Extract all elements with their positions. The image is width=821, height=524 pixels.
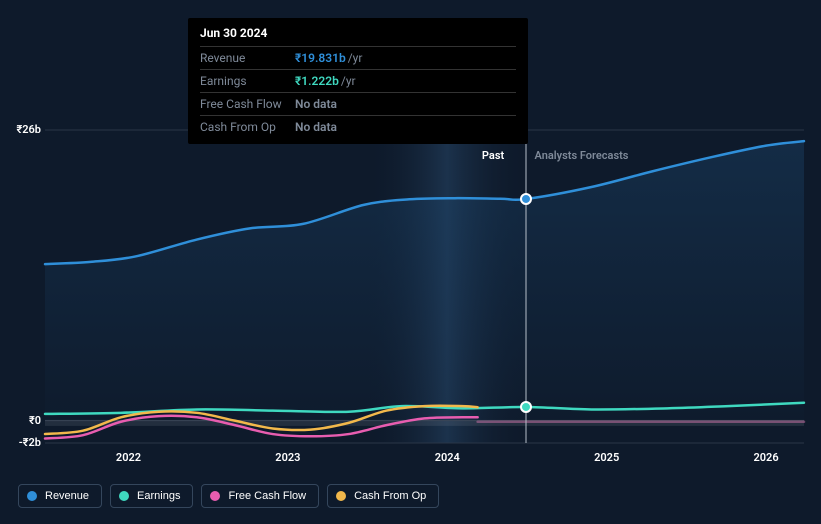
legend-swatch-icon — [27, 491, 37, 501]
tooltip-row-label: Revenue — [200, 50, 295, 66]
tooltip-row-value: ₹1.222b/yr — [295, 73, 356, 89]
x-tick-label: 2023 — [275, 451, 300, 464]
legend-toggle-fcf[interactable]: Free Cash Flow — [201, 484, 319, 508]
tooltip-row-label: Cash From Op — [200, 119, 295, 135]
y-tick-label: -₹2b — [19, 436, 41, 449]
tooltip-row-value: No data — [295, 96, 337, 112]
tooltip-row: Earnings₹1.222b/yr — [200, 69, 516, 92]
x-tick-label: 2024 — [435, 451, 460, 464]
legend-label: Earnings — [137, 490, 180, 502]
section-label-past: Past — [482, 149, 504, 162]
section-label-forecast: Analysts Forecasts — [535, 149, 629, 162]
x-tick-label: 2025 — [594, 451, 619, 464]
tooltip-date: Jun 30 2024 — [200, 26, 516, 46]
legend-swatch-icon — [210, 491, 220, 501]
chart-tooltip: Jun 30 2024 Revenue₹19.831b/yrEarnings₹1… — [188, 18, 528, 144]
tooltip-row-label: Free Cash Flow — [200, 96, 295, 112]
legend-swatch-icon — [336, 491, 346, 501]
y-tick-label: ₹26b — [16, 123, 41, 136]
legend-label: Cash From Op — [354, 490, 426, 502]
tooltip-row-value: ₹19.831b/yr — [295, 50, 362, 66]
legend-label: Free Cash Flow — [228, 490, 306, 502]
tooltip-row-label: Earnings — [200, 73, 295, 89]
chart-legend: Revenue Earnings Free Cash Flow Cash From O… — [18, 484, 439, 508]
legend-toggle-revenue[interactable]: Revenue — [18, 484, 102, 508]
legend-toggle-earnings[interactable]: Earnings — [110, 484, 193, 508]
legend-swatch-icon — [119, 491, 129, 501]
x-tick-label: 2026 — [753, 451, 778, 464]
x-tick-label: 2022 — [116, 451, 141, 464]
tooltip-row: Cash From OpNo data — [200, 115, 516, 138]
tooltip-row: Revenue₹19.831b/yr — [200, 46, 516, 69]
legend-toggle-cfo[interactable]: Cash From Op — [327, 484, 439, 508]
legend-label: Revenue — [45, 490, 89, 502]
y-tick-label: ₹0 — [29, 414, 41, 427]
tooltip-row-value: No data — [295, 119, 337, 135]
tooltip-row: Free Cash FlowNo data — [200, 92, 516, 115]
